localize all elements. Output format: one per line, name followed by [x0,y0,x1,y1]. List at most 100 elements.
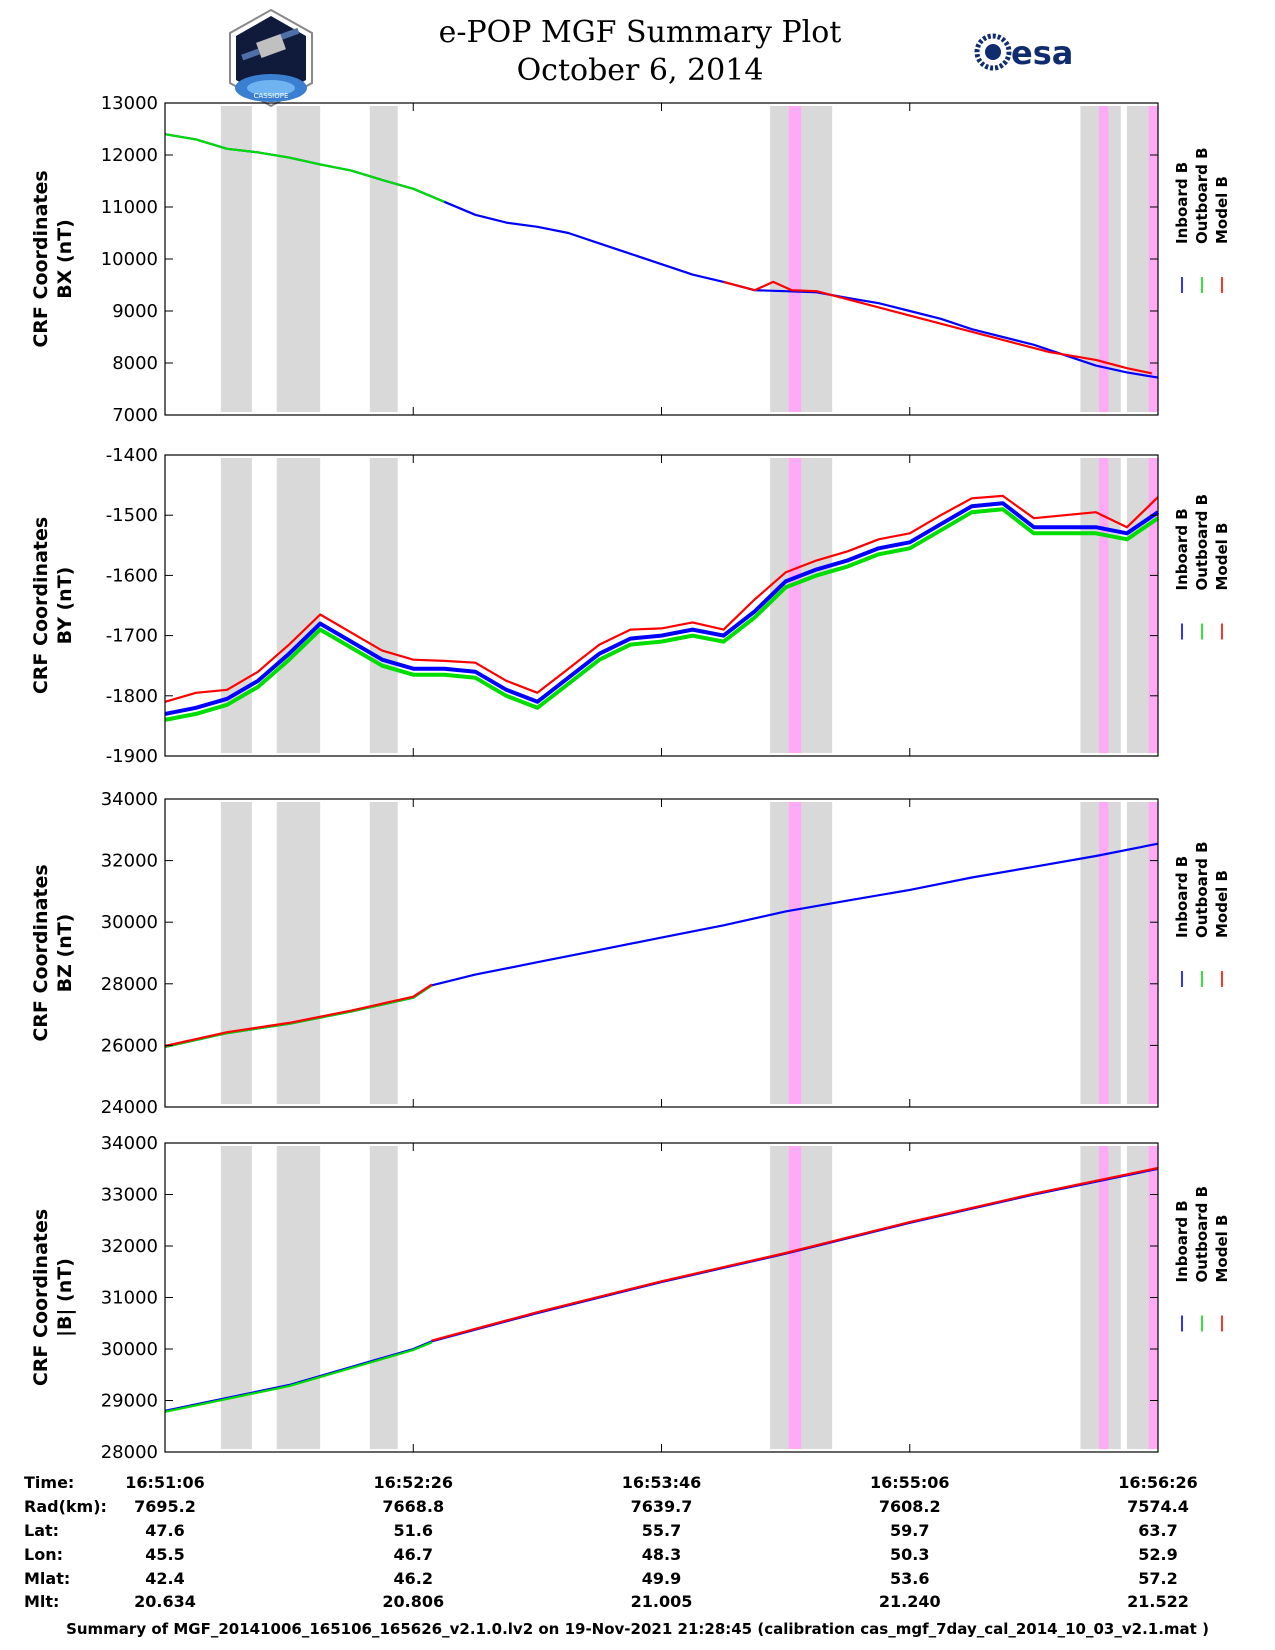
y-tick-label: -1600 [106,565,158,586]
legend: Inboard B Outboard B Model B [1173,147,1231,293]
y-tick-label: 33000 [101,1185,158,1206]
info-cell: 7639.7 [631,1497,693,1516]
mgf-summary-chart: 7000 8000 9000 10000 11000 12000 13000 CRF Coor… [24,93,1231,1611]
info-cell: 20.634 [134,1592,196,1611]
gray-band-2 [369,458,398,753]
info-cell: 55.7 [642,1521,681,1540]
info-row-label: Mlt: [24,1592,59,1611]
y-axis-label: CRF Coordinates BY (nT) [30,517,76,694]
y-tick-label: -1900 [106,746,158,767]
gray-band-0 [220,1146,252,1449]
y-tick-label: 24000 [101,1097,158,1118]
pink-band-2 [1148,458,1158,753]
y-tick-label: 30000 [101,1339,158,1360]
esa-logo-text: esa [1011,34,1073,72]
y-tick-label: -1500 [106,505,158,526]
pink-band-0 [788,802,802,1104]
y-axis-label: CRF Coordinates BZ (nT) [30,864,76,1041]
info-cell: 57.2 [1138,1569,1177,1588]
series-line-model-b [723,280,1153,375]
info-cell: 51.6 [394,1521,433,1540]
legend-label: Model B [1213,176,1231,244]
y-tick-label: 30000 [101,912,158,933]
y-tick-label: 28000 [101,974,158,995]
series-line-model-b [431,1166,1159,1342]
y-axis-label-line-1: CRF Coordinates [30,1209,52,1386]
gray-band-0 [220,106,252,412]
y-tick-label: 9000 [112,301,158,322]
y-tick-label: 13000 [101,93,158,114]
info-row-label: Time: [24,1473,74,1492]
legend-label: Inboard B [1173,1200,1191,1282]
legend: Inboard B Outboard B Model B [1173,841,1231,987]
y-tick-label: 29000 [101,1391,158,1412]
panel-bmag: 28000 29000 30000 31000 32000 33000 34000 CRF C… [30,1133,1231,1463]
legend-label: Model B [1213,870,1231,938]
info-cell: 16:53:46 [622,1473,702,1492]
page-title: e-POP MGF Summary Plot October 6, 2014 [420,14,860,90]
series-line-outboard-b [164,133,445,203]
info-row-label: Lon: [24,1545,63,1564]
info-table: Time: Rad(km): Lat: Lon: Mlat: Mlt: 16:51:06 76… [24,1473,1198,1611]
series-line-model-b [164,494,1159,703]
cassiope-logo-text: CASSIOPE [254,92,289,100]
pink-band-1 [1099,802,1109,1104]
y-axis-label-line-1: CRF Coordinates [30,864,52,1041]
legend: Inboard B Outboard B Model B [1173,1186,1231,1332]
info-cell: 21.005 [631,1592,693,1611]
y-tick-label: 26000 [101,1035,158,1056]
y-tick-label: 31000 [101,1288,158,1309]
footer-summary: Summary of MGF_20141006_165106_165626_v2… [66,1620,1209,1638]
info-cell: 53.6 [890,1569,929,1588]
y-tick-label: 28000 [101,1442,158,1463]
gray-band-2 [369,802,398,1104]
series-line-model-b [164,983,433,1048]
legend-label: Model B [1213,1215,1231,1283]
panel-bz: 24000 26000 28000 30000 32000 34000 CRF Coordi… [30,789,1231,1118]
pink-band-0 [788,1146,802,1449]
info-cell: 49.9 [642,1569,681,1588]
y-axis-label-line-1: CRF Coordinates [30,517,52,694]
gray-band-1 [276,458,321,753]
y-axis-label: CRF Coordinates BX (nT) [30,170,76,347]
gray-band-0 [220,802,252,1104]
legend-label: Outboard B [1193,1186,1211,1283]
legend-label: Model B [1213,523,1231,591]
info-cell: 16:51:06 [125,1473,205,1492]
info-cell: 46.7 [394,1545,433,1564]
legend-label: Outboard B [1193,147,1211,244]
y-tick-label: 32000 [101,851,158,872]
esa-logo: esa [974,33,1073,72]
info-cell: 47.6 [145,1521,184,1540]
y-tick-label: 12000 [101,145,158,166]
info-cell: 7695.2 [134,1497,196,1516]
info-cell: 7668.8 [382,1497,444,1516]
gray-band-1 [276,1146,321,1449]
panel-bx: 7000 8000 9000 10000 11000 12000 13000 CRF Coor… [30,93,1231,426]
info-row-label: Rad(km): [24,1497,107,1516]
y-axis-label-line-2: |B| (nT) [54,1258,76,1337]
y-tick-label: 7000 [112,405,158,426]
info-cell: 52.9 [1138,1545,1177,1564]
info-cell: 59.7 [890,1521,929,1540]
y-tick-label: 11000 [101,197,158,218]
title-line-1: e-POP MGF Summary Plot [438,15,842,50]
info-row-label: Lat: [24,1521,59,1540]
y-axis-label-line-2: BY (nT) [54,567,76,645]
series-line-inboard-b [164,501,1160,716]
gray-band-0 [220,458,252,753]
info-cell: 21.240 [879,1592,941,1611]
pink-band-1 [1099,106,1109,412]
y-tick-label: 10000 [101,249,158,270]
legend-label: Inboard B [1173,856,1191,938]
info-cell: 50.3 [890,1545,929,1564]
info-cell: 45.5 [145,1545,184,1564]
gray-band-2 [369,1146,398,1449]
y-axis-label-line-2: BX (nT) [54,219,76,299]
gray-band-1 [276,106,321,412]
info-cell: 7574.4 [1127,1497,1189,1516]
y-tick-label: -1400 [106,445,158,466]
legend-label: Outboard B [1193,841,1211,938]
info-cell: 21.522 [1127,1592,1189,1611]
legend: Inboard B Outboard B Model B [1173,494,1231,640]
